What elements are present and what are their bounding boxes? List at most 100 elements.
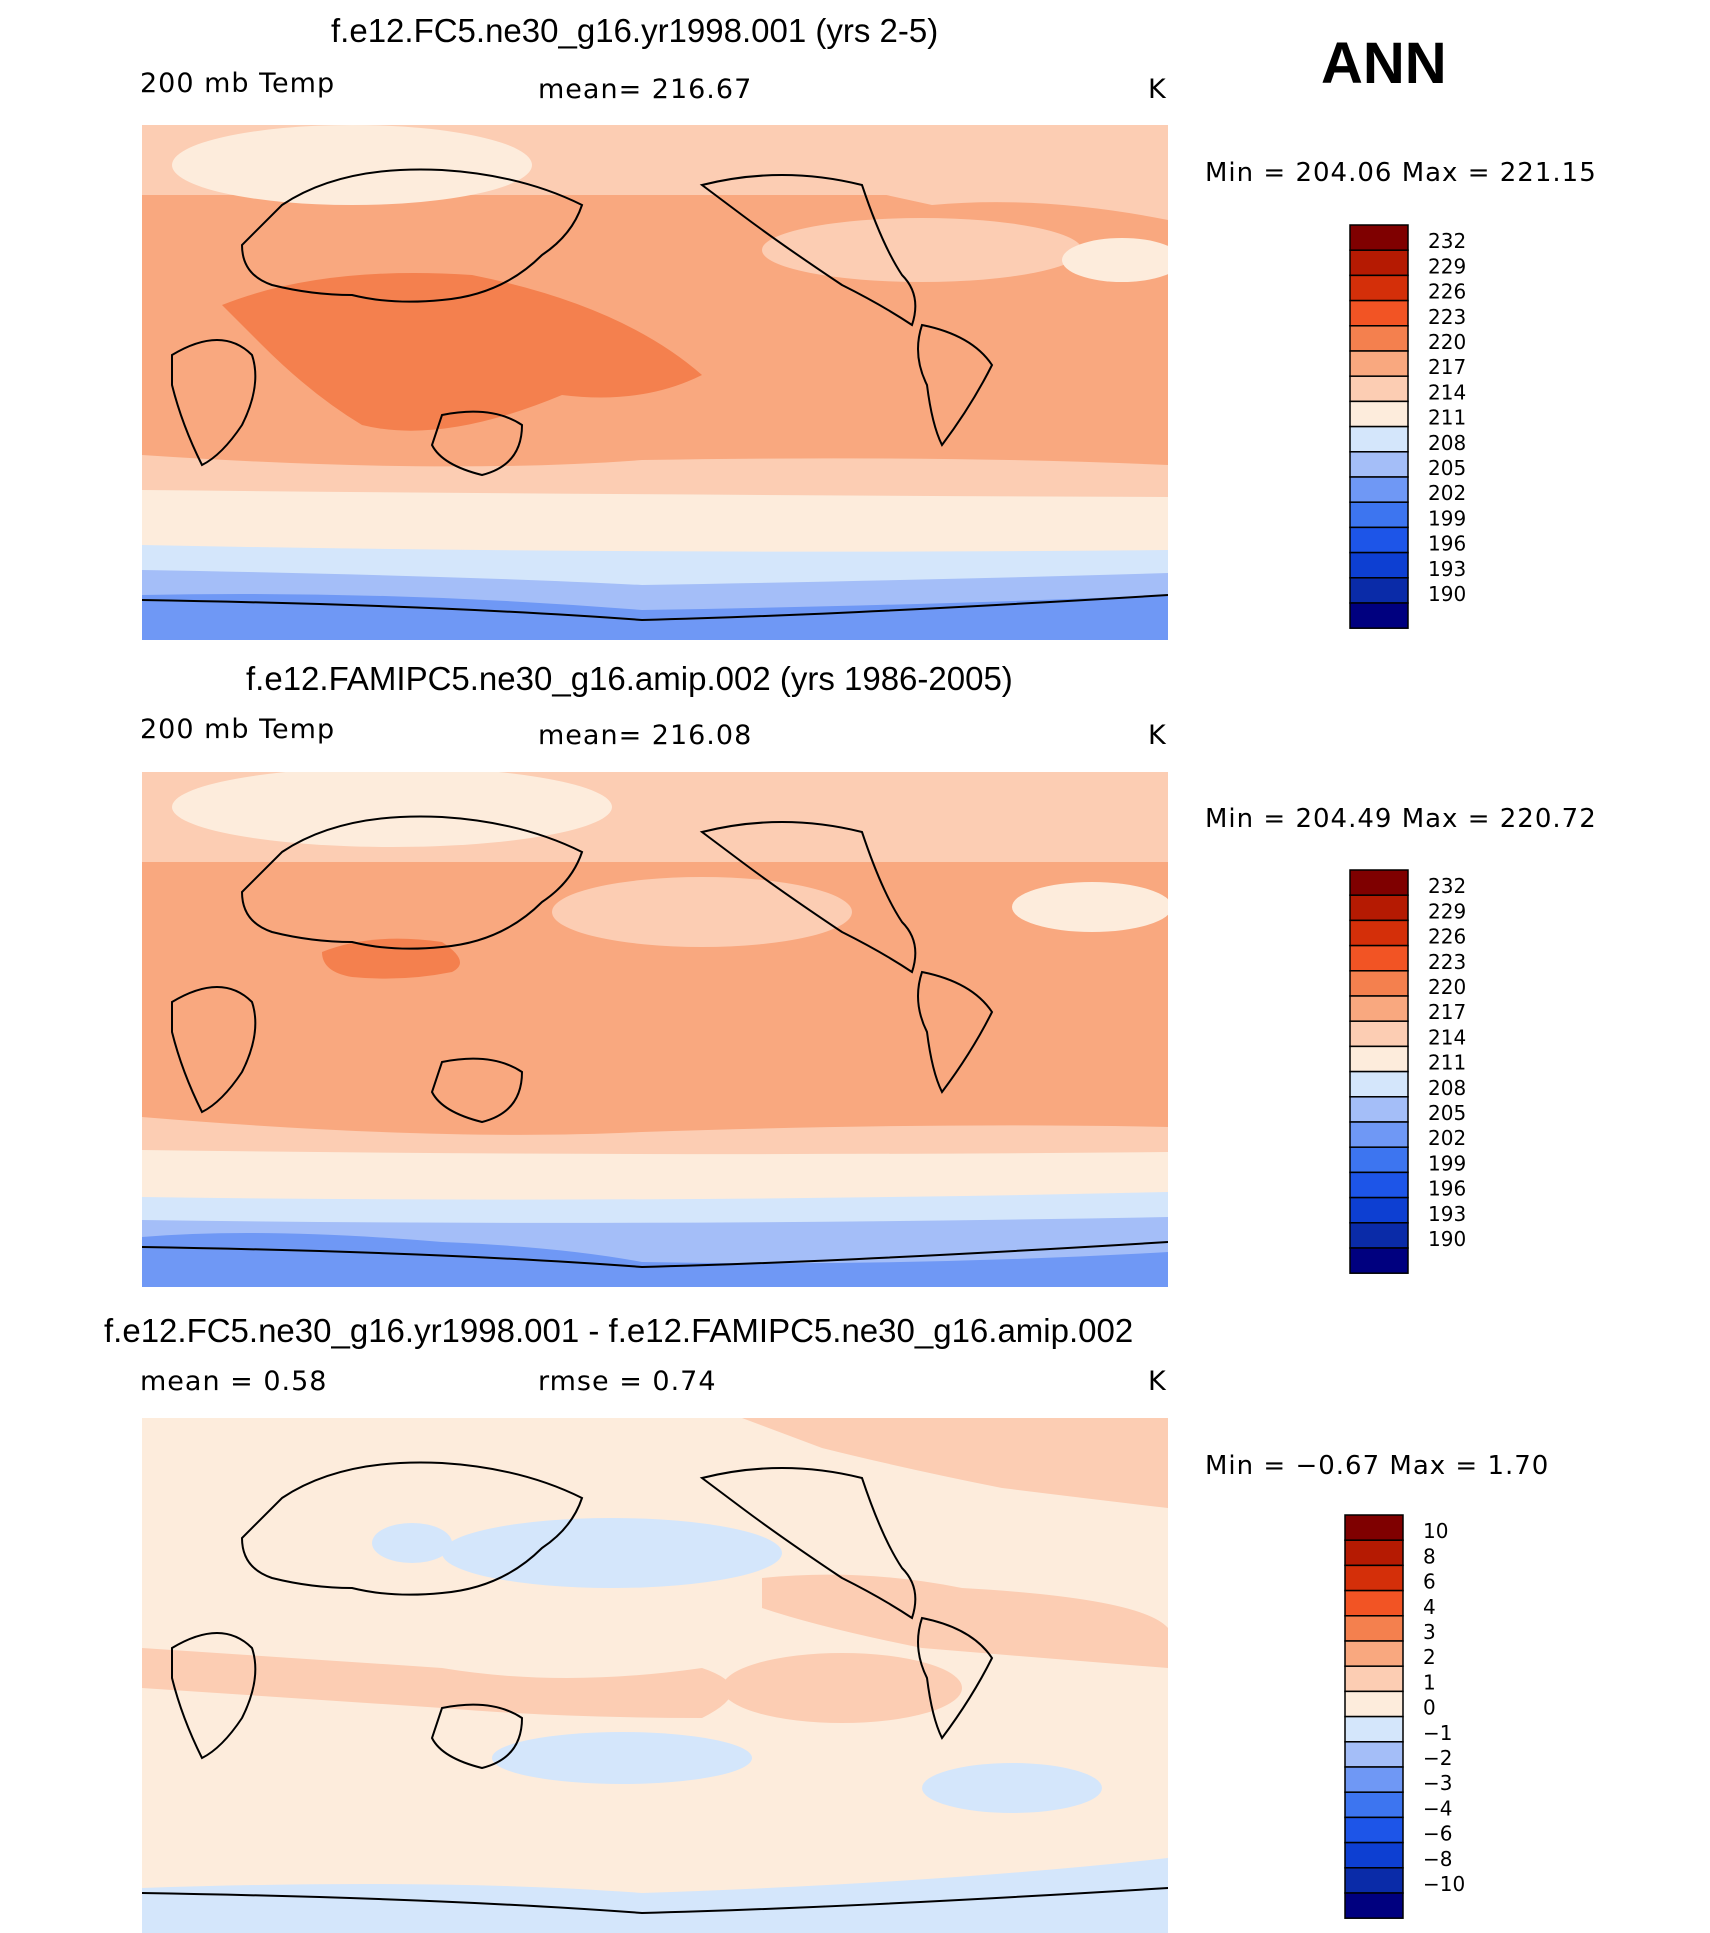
panel1-field-warm-pool [222, 273, 702, 431]
colorbar-swatch [1349, 995, 1409, 1022]
panel2-field-siberia-cool [172, 772, 612, 847]
colorbar-swatch [1349, 1045, 1409, 1073]
colorbar-tick-label: 205 [1428, 456, 1466, 480]
colorbar-tick-label: 226 [1428, 925, 1466, 949]
colorbar-swatch [1344, 1539, 1404, 1567]
colorbar-tick-label: 3 [1423, 1620, 1436, 1644]
panel1-coastlines [142, 168, 1168, 622]
colorbar-tick-label: 205 [1428, 1101, 1466, 1125]
colorbar-tick-label: 214 [1428, 380, 1466, 404]
panel3-coastlines [142, 1461, 1168, 1915]
colorbar-tick-label: 208 [1428, 1076, 1466, 1100]
colorbar-tick-label: 190 [1428, 582, 1466, 606]
panel1-colorbar-swatches [1349, 224, 1409, 629]
panel3-title: f.e12.FC5.ne30_g16.yr1998.001 - f.e12.FA… [104, 1312, 1134, 1349]
colorbar-swatch [1344, 1766, 1404, 1793]
colorbar-swatch [1349, 869, 1409, 896]
panel3-field-samerica-warm [722, 1653, 962, 1723]
colorbar-tick-label: 8 [1423, 1544, 1436, 1568]
panel3-map [142, 1418, 1168, 1933]
colorbar-swatch [1344, 1867, 1404, 1894]
colorbar-swatch [1349, 476, 1409, 503]
colorbar-tick-label: 199 [1428, 1151, 1466, 1175]
colorbar-tick-label: 199 [1428, 506, 1466, 530]
colorbar-tick-label: −8 [1423, 1847, 1452, 1871]
colorbar-swatch [1344, 1690, 1404, 1718]
panel3-units-label: K [1148, 1366, 1167, 1397]
panel1-colorbar-labels: 2322292262232202172142112082052021991961… [1428, 229, 1466, 606]
colorbar-tick-label: 226 [1428, 280, 1466, 304]
colorbar-tick-label: 0 [1423, 1696, 1436, 1720]
panel1-title: f.e12.FC5.ne30_g16.yr1998.001 (yrs 2-5) [331, 12, 939, 49]
colorbar-swatch [1349, 1247, 1409, 1274]
colorbar-swatch [1349, 1096, 1409, 1123]
colorbar-tick-label: 202 [1428, 1126, 1466, 1150]
panel3-field-npacific-cool [442, 1518, 782, 1588]
panel1-variable-label: 200 mb Temp [140, 68, 336, 99]
panel1-field-npacific-cool [762, 218, 1082, 282]
colorbar-tick-label: 2 [1423, 1645, 1436, 1669]
colorbar-swatch [1349, 451, 1409, 478]
panel3-field-spacific-cool [492, 1732, 752, 1784]
panel2-units-label: K [1148, 720, 1167, 751]
panel3-field-tropical-warm [142, 1648, 732, 1718]
colorbar-swatch [1344, 1615, 1404, 1642]
colorbar-tick-label: 4 [1423, 1595, 1436, 1619]
colorbar-tick-label: 220 [1428, 330, 1466, 354]
colorbar-tick-label: 6 [1423, 1570, 1436, 1594]
colorbar-tick-label: 220 [1428, 975, 1466, 999]
colorbar-swatch [1349, 501, 1409, 529]
colorbar-tick-label: −10 [1423, 1872, 1465, 1896]
panel2-variable-label: 200 mb Temp [140, 714, 336, 745]
colorbar-tick-label: 10 [1423, 1519, 1448, 1543]
colorbar-tick-label: 211 [1428, 406, 1466, 430]
colorbar-swatch [1349, 224, 1409, 251]
colorbar-tick-label: 196 [1428, 1177, 1466, 1201]
colorbar-swatch [1349, 425, 1409, 453]
colorbar-tick-label: 214 [1428, 1025, 1466, 1049]
panel3-colorbar-swatches [1344, 1514, 1404, 1919]
colorbar-swatch [1349, 1121, 1409, 1148]
panel1-field-northeast-band [742, 125, 1168, 220]
season-label: ANN [1321, 31, 1447, 96]
panel3-field-satlantic-cool [922, 1763, 1102, 1813]
colorbar-tick-label: 217 [1428, 355, 1466, 379]
colorbar-swatch [1349, 1070, 1409, 1098]
colorbar-swatch [1344, 1640, 1404, 1667]
colorbar-tick-label: 232 [1428, 229, 1466, 253]
panel1-field-sh-coldest [142, 594, 1168, 640]
panel2-mean-label: mean= 216.08 [538, 720, 753, 751]
colorbar-swatch [1349, 299, 1409, 327]
panel2-colorbar: 2322292262232202172142112082052021991961… [1349, 869, 1466, 1274]
panel2-title: f.e12.FAMIPC5.ne30_g16.amip.002 (yrs 198… [246, 660, 1013, 697]
colorbar-swatch [1349, 577, 1409, 604]
colorbar-swatch [1349, 970, 1409, 997]
panel2-colorbar-swatches [1349, 869, 1409, 1274]
colorbar-swatch [1349, 944, 1409, 972]
colorbar-swatch [1344, 1741, 1404, 1768]
colorbar-swatch [1349, 1196, 1409, 1224]
colorbar-swatch [1344, 1564, 1404, 1592]
colorbar-tick-label: 193 [1428, 557, 1466, 581]
panel3-field-eurasia-cool [372, 1523, 452, 1563]
colorbar-tick-label: 232 [1428, 874, 1466, 898]
panel1-map [142, 125, 1168, 640]
colorbar-tick-label: 223 [1428, 305, 1466, 329]
colorbar-swatch [1349, 1020, 1409, 1048]
colorbar-swatch [1349, 400, 1409, 428]
panel2-coastlines [142, 815, 1168, 1269]
panel2-field-npacific-cool [552, 877, 852, 947]
colorbar-tick-label: 229 [1428, 254, 1466, 278]
colorbar-swatch [1349, 1146, 1409, 1174]
colorbar-tick-label: −1 [1423, 1721, 1452, 1745]
colorbar-tick-label: 193 [1428, 1202, 1466, 1226]
colorbar-swatch [1344, 1791, 1404, 1819]
panel3-field-atlantic-warm [762, 1574, 1168, 1668]
panel1-mean-label: mean= 216.67 [538, 74, 753, 105]
panel3-mean-label: mean = 0.58 [140, 1366, 328, 1397]
colorbar-tick-label: 208 [1428, 431, 1466, 455]
colorbar-tick-label: 229 [1428, 899, 1466, 923]
colorbar-swatch [1344, 1665, 1404, 1693]
panel1-minmax: Min = 204.06 Max = 221.15 [1205, 158, 1597, 188]
